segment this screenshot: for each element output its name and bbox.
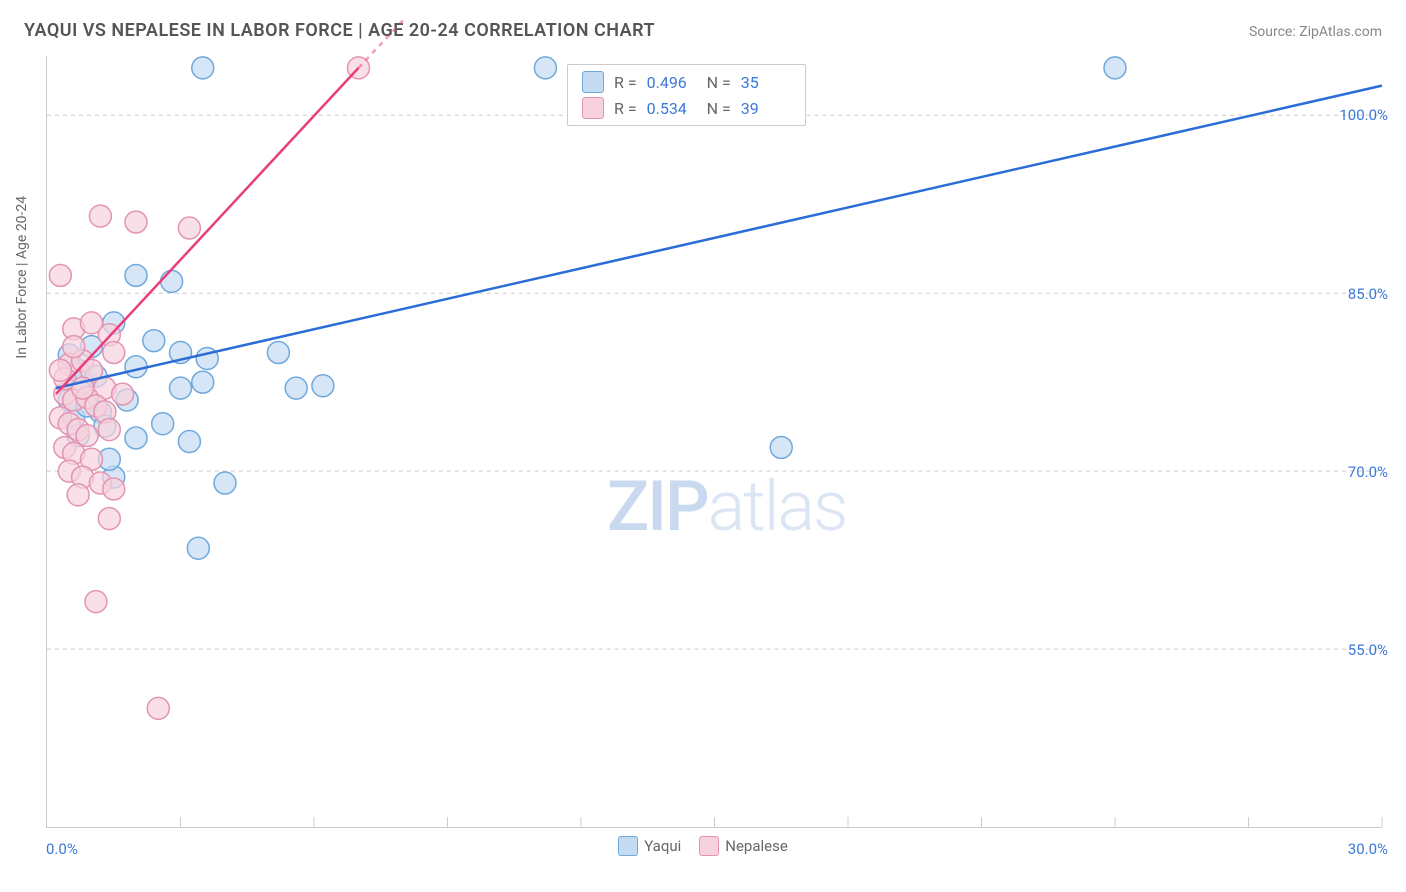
y-tick-label: 70.0% [1348, 463, 1388, 481]
r-value-nepalese: 0.534 [647, 99, 697, 118]
r-value-yaqui: 0.496 [647, 73, 697, 92]
n-label: N = [707, 73, 731, 92]
r-label: R = [614, 73, 637, 92]
y-tick-label: 100.0% [1339, 106, 1388, 124]
y-tick-label: 85.0% [1348, 285, 1388, 303]
r-label: R = [614, 99, 637, 118]
y-tick-label: 55.0% [1348, 641, 1388, 659]
n-value-yaqui: 35 [741, 73, 791, 92]
chart-svg [47, 56, 1382, 827]
correlation-row-yaqui: R = 0.496 N = 35 [582, 71, 791, 93]
plot-area: R = 0.496 N = 35 R = 0.534 N = 39 ZIPatl… [46, 56, 1382, 828]
n-value-nepalese: 39 [741, 99, 791, 118]
bottom-legend: Yaqui Nepalese [0, 836, 1406, 856]
swatch-yaqui [582, 71, 604, 93]
legend-label-yaqui: Yaqui [644, 837, 681, 855]
swatch-nepalese [582, 97, 604, 119]
chart-title: YAQUI VS NEPALESE IN LABOR FORCE | AGE 2… [24, 20, 655, 41]
swatch-nepalese [699, 836, 719, 856]
y-axis-label: In Labor Force | Age 20-24 [14, 196, 30, 359]
legend-item-nepalese: Nepalese [699, 836, 788, 856]
legend-label-nepalese: Nepalese [725, 837, 788, 855]
n-label: N = [707, 99, 731, 118]
source-label: Source: ZipAtlas.com [1249, 24, 1382, 40]
swatch-yaqui [618, 836, 638, 856]
legend-item-yaqui: Yaqui [618, 836, 681, 856]
correlation-row-nepalese: R = 0.534 N = 39 [582, 97, 791, 119]
correlation-box: R = 0.496 N = 35 R = 0.534 N = 39 [567, 64, 806, 126]
